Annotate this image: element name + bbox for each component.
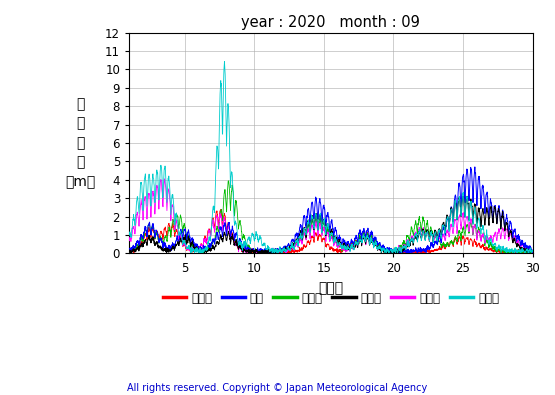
Line: 経ヶ岸: 経ヶ岸	[129, 196, 533, 253]
唐桑	[469, 182, 476, 186]
X-axis label: （日）: （日）	[319, 281, 344, 295]
屋久島	[469, 214, 476, 219]
石廐崎	[153, 232, 159, 237]
上ノ国	[212, 220, 219, 225]
生月島	[269, 251, 276, 256]
唐桑	[270, 251, 276, 256]
生月島	[426, 235, 433, 240]
石廐崎	[426, 230, 433, 235]
上ノ国	[217, 207, 224, 212]
生月島	[529, 250, 536, 254]
石廐崎	[251, 251, 258, 256]
屋久島	[463, 196, 470, 200]
経ヶ岸	[460, 194, 466, 198]
経ヶ岸	[469, 213, 476, 217]
生月島	[153, 195, 159, 200]
Legend: 上ノ国, 唐桑, 石廐崎, 経ヶ岸, 生月島, 屋久島: 上ノ国, 唐桑, 石廐崎, 経ヶ岸, 生月島, 屋久島	[158, 287, 504, 309]
上ノ国	[239, 248, 246, 253]
Line: 唐桑: 唐桑	[129, 167, 533, 253]
唐桑	[239, 245, 245, 249]
屋久島	[529, 248, 536, 253]
経ヶ岸	[128, 251, 135, 256]
石廐崎	[469, 229, 476, 233]
生月島	[212, 221, 219, 226]
生月島	[126, 235, 133, 240]
上ノ国	[529, 250, 536, 255]
Y-axis label: 有
義
波
高
（m）: 有 義 波 高 （m）	[65, 97, 95, 189]
生月島	[162, 177, 168, 181]
屋久島	[212, 181, 219, 186]
上ノ国	[463, 235, 470, 240]
経ヶ岸	[463, 197, 470, 202]
経ヶ岸	[426, 237, 433, 242]
上ノ国	[126, 247, 133, 252]
唐桑	[426, 245, 433, 250]
石廐崎	[529, 250, 536, 254]
唐桑	[212, 236, 219, 241]
石廐崎	[239, 237, 246, 242]
Title: year : 2020   month : 09: year : 2020 month : 09	[241, 15, 420, 30]
Line: 生月島: 生月島	[129, 179, 533, 253]
生月島	[463, 214, 470, 219]
Line: 屋久島: 屋久島	[129, 62, 533, 253]
屋久島	[239, 245, 246, 249]
唐桑	[463, 172, 470, 177]
上ノ国	[469, 241, 476, 245]
上ノ国	[153, 231, 159, 236]
生月島	[469, 227, 476, 232]
経ヶ岸	[239, 247, 246, 252]
屋久島	[426, 235, 433, 240]
Text: All rights reserved. Copyright © Japan Meteorological Agency: All rights reserved. Copyright © Japan M…	[128, 383, 427, 393]
上ノ国	[426, 249, 433, 254]
上ノ国	[247, 251, 254, 256]
唐桑	[126, 248, 133, 253]
唐桑	[153, 231, 159, 235]
屋久島	[153, 181, 159, 186]
屋久島	[191, 251, 198, 256]
経ヶ岸	[212, 245, 219, 249]
石廐崎	[212, 233, 219, 238]
経ヶ岸	[126, 248, 133, 252]
Line: 石廐崎: 石廐崎	[129, 181, 533, 253]
唐桑	[472, 165, 478, 169]
Line: 上ノ国: 上ノ国	[129, 210, 533, 253]
経ヶ岸	[529, 248, 536, 253]
唐桑	[529, 250, 536, 255]
生月島	[239, 247, 246, 252]
石廐崎	[463, 224, 470, 229]
屋久島	[126, 232, 133, 237]
経ヶ岸	[153, 242, 159, 246]
屋久島	[221, 59, 228, 64]
石廐崎	[126, 248, 133, 253]
石廐崎	[225, 179, 232, 183]
